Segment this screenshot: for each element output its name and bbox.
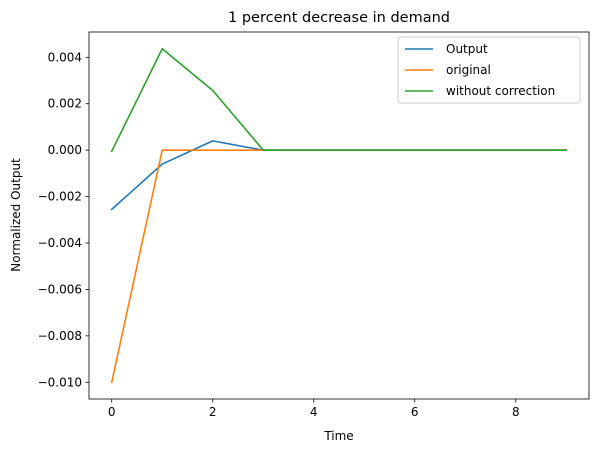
y-tick-label: −0.006 xyxy=(38,282,82,296)
x-tick-label: 0 xyxy=(108,405,116,419)
plot-lines xyxy=(110,47,568,384)
legend-box xyxy=(397,36,581,104)
y-tick-label: −0.004 xyxy=(38,236,82,250)
y-tick-label: 0.004 xyxy=(48,50,82,64)
y-tick-label: −0.002 xyxy=(38,190,82,204)
x-tick-label: 6 xyxy=(411,405,419,419)
chart-title: 1 percent decrease in demand xyxy=(228,10,450,26)
y-axis-ticks: −0.010 −0.008 −0.006 −0.004 −0.002 0.000 0.002… xyxy=(38,50,89,389)
x-tick-label: 8 xyxy=(512,405,520,419)
legend-label-2: original xyxy=(446,63,491,77)
y-axis-label: Normalized Output xyxy=(9,158,23,272)
y-tick-label: −0.008 xyxy=(38,329,82,343)
x-axis-ticks: 0 2 4 6 8 xyxy=(108,399,520,419)
x-tick-label: 4 xyxy=(310,405,318,419)
series-line-1 xyxy=(110,140,568,211)
x-tick-label: 2 xyxy=(209,405,217,419)
y-tick-label: 0.002 xyxy=(48,97,82,111)
y-tick-label: 0.000 xyxy=(48,143,82,157)
y-tick-label: −0.010 xyxy=(38,375,82,389)
series-line-3 xyxy=(110,47,568,153)
series-line-2 xyxy=(110,149,568,384)
x-axis-label: Time xyxy=(323,429,353,443)
legend-label-3: without correction xyxy=(446,84,555,98)
legend: Output original without correction xyxy=(397,36,581,104)
plot-area-frame xyxy=(88,31,590,400)
legend-label-1: Output xyxy=(446,42,488,56)
